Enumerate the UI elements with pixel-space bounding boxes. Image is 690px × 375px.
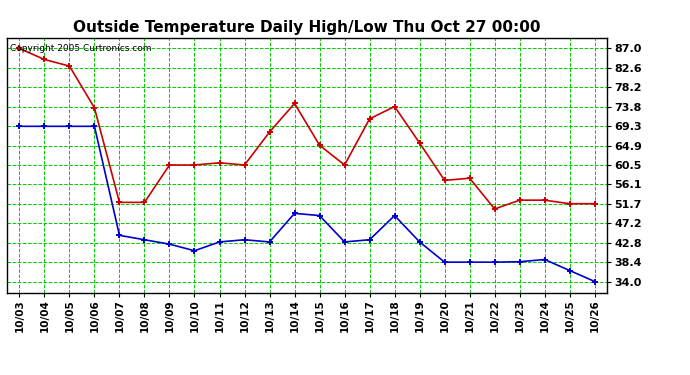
Text: Copyright 2005 Curtronics.com: Copyright 2005 Curtronics.com: [10, 44, 151, 53]
Title: Outside Temperature Daily High/Low Thu Oct 27 00:00: Outside Temperature Daily High/Low Thu O…: [73, 20, 541, 35]
